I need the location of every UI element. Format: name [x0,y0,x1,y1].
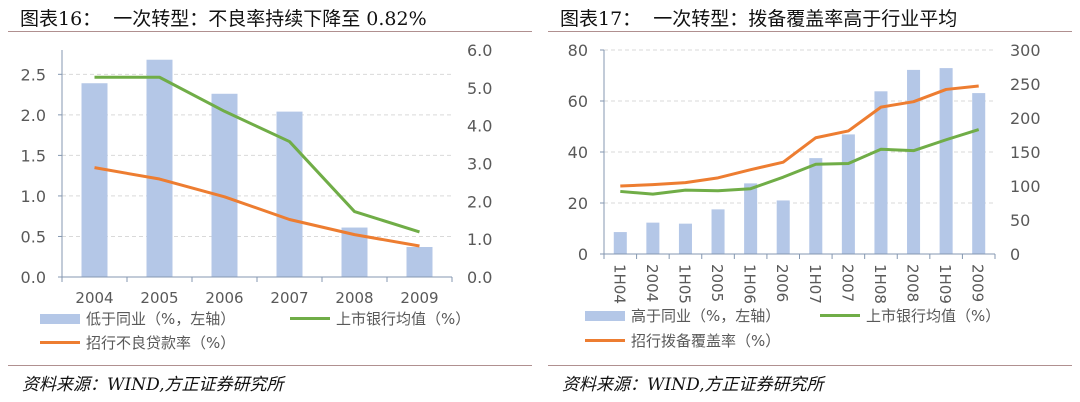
bar [711,209,725,254]
legend-label: 低于同业（%，左轴） [86,310,236,328]
legend-swatch [40,341,80,344]
y-right-tick-label: 50 [1010,211,1030,230]
y-right-tick-label: 0.0 [467,268,492,287]
y-left-tick-label: 20 [568,194,588,213]
title-divider [8,31,532,32]
legend-label: 招行拨备覆盖率（%） [631,332,781,350]
bar [406,247,433,277]
y-left-tick-label: 2.5 [21,65,46,84]
x-tick-label: 1H06 [741,264,759,304]
x-tick-label: 2009 [400,289,438,307]
bar [146,59,173,277]
x-tick-label: 1H07 [806,264,824,304]
legend-item-green: 上市银行均值（%） [820,305,1000,326]
bar [678,223,692,254]
y-right-tick-label: 300 [1010,41,1041,60]
y-right-tick-label: 1.0 [467,230,492,249]
bar [841,134,855,254]
x-tick-label: 2008 [335,289,373,307]
bar [776,200,790,254]
y-right-tick-label: 100 [1010,177,1041,196]
y-left-tick-label: 1.5 [21,146,46,165]
y-right-tick-label: 3.0 [467,155,492,174]
y-left-tick-label: 2.0 [21,106,46,125]
line-series [94,166,420,248]
bar [874,91,888,254]
legend-item-bar: 高于同业（%，左轴） [585,305,780,326]
bar [809,158,823,254]
legend-label: 上市银行均值（%） [336,310,471,328]
bar [972,93,986,254]
bar [939,68,953,254]
y-left-tick-label: 1.0 [21,187,46,206]
y-left-tick-label: 80 [568,41,588,60]
x-tick-label: 2008 [904,264,922,302]
legend-swatch [585,310,625,321]
x-tick-label: 2009 [969,264,987,302]
bar [744,183,758,254]
x-tick-label: 2006 [205,289,243,307]
legend-item-orange: 招行不良贷款率（%） [40,332,235,353]
line-series [620,128,980,196]
source-divider [548,365,1072,366]
y-left-tick-label: 0.0 [21,268,46,287]
y-right-tick-label: 6.0 [467,41,492,60]
x-tick-label: 1H09 [936,264,954,304]
line-series [94,75,420,234]
chart-plot: 0 20 40 60 80 0 50 100 150 200 250 300 1H04 2004 1H05 2… [568,41,1041,304]
chart-panel-npl: 图表16： 一次转型：不良率持续下降至 0.82% 0.0 0.5 1.0 1.5 2.… [8,8,532,395]
y-right-tick-label: 5.0 [467,79,492,98]
chart-title: 图表17： 一次转型：拨备覆盖率高于行业平均 [560,8,958,30]
legend-swatch [820,314,860,317]
y-right-tick-label: 4.0 [467,117,492,136]
x-tick-label: 2004 [75,289,113,307]
x-tick-label: 2005 [708,264,726,302]
x-tick-label: 1H05 [675,264,693,304]
y-right-tick-label: 0 [1010,245,1020,264]
y-left-tick-label: 0 [578,245,588,264]
bar [276,111,303,277]
x-tick-label: 2004 [643,264,661,302]
x-tick-label: 1H04 [610,264,628,304]
bar [81,83,108,277]
x-tick-label: 2007 [270,289,308,307]
legend-swatch [585,339,625,342]
chart-panel-coverage: 图表17： 一次转型：拨备覆盖率高于行业平均 0 20 40 60 80 0 50 100 15… [540,0,1080,402]
y-left-tick-label: 60 [568,92,588,111]
bar [907,69,921,254]
y-right-tick-label: 250 [1010,75,1041,94]
chart-plot: 0.0 0.5 1.0 1.5 2.0 2.5 0.0 1.0 2.0 3.0 4.0 5.0 6.0 2… [21,41,493,307]
y-left-tick-label: 40 [568,143,588,162]
legend-item-green: 上市银行均值（%） [290,308,470,329]
x-tick-label: 1H08 [871,264,889,304]
bar [613,232,627,254]
legend-item-bar: 低于同业（%，左轴） [40,308,235,329]
y-right-tick-label: 200 [1010,109,1041,128]
title-divider [548,31,1072,32]
line-series [620,84,979,188]
legend-label: 上市银行均值（%） [866,307,1001,325]
y-right-tick-label: 2.0 [467,192,492,211]
y-left-tick-label: 0.5 [21,227,46,246]
x-tick-label: 2005 [140,289,178,307]
legend-label: 高于同业（%，左轴） [631,307,781,325]
bar [211,93,238,278]
x-tick-label: 2006 [773,264,791,302]
bar [646,222,660,254]
legend-item-orange: 招行拨备覆盖率（%） [585,330,780,351]
legend-swatch [40,313,80,324]
source-note: 资料来源：WIND,方正证券研究所 [22,375,284,395]
legend-label: 招行不良贷款率（%） [86,334,236,352]
x-tick-label: 2007 [838,264,856,302]
chart-title: 图表16： 一次转型：不良率持续下降至 0.82% [20,8,427,30]
source-divider [8,365,532,366]
y-right-tick-label: 150 [1010,143,1041,162]
source-note: 资料来源：WIND,方正证券研究所 [562,375,824,395]
legend-swatch [290,317,330,320]
